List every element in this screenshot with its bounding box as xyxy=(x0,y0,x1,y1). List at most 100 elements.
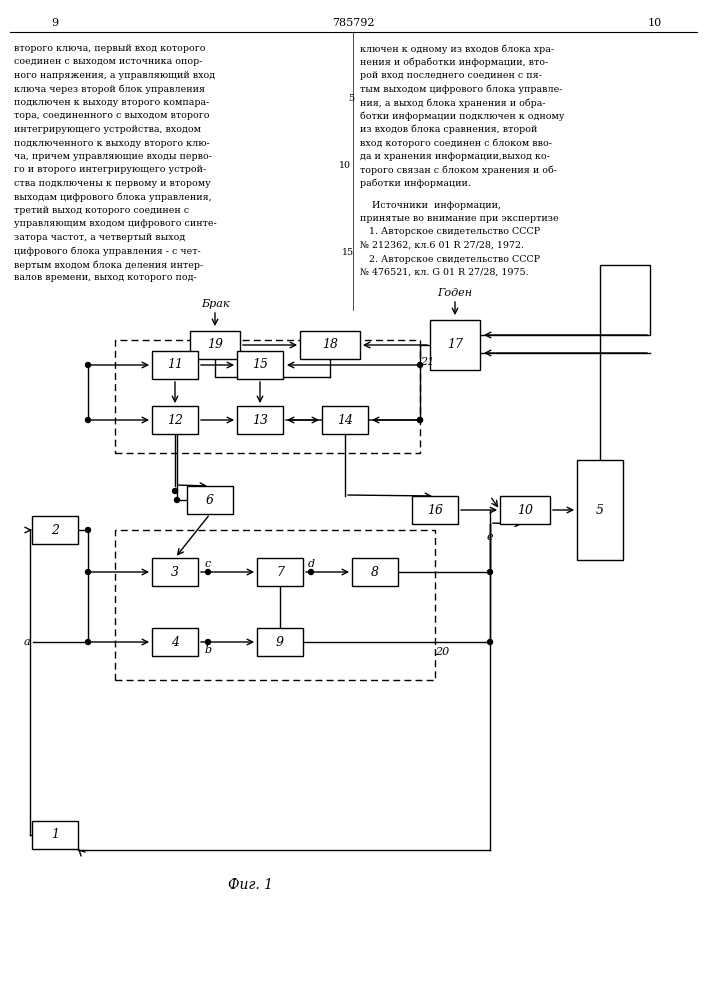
Text: ния, а выход блока хранения и обра-: ния, а выход блока хранения и обра- xyxy=(360,98,546,107)
Text: принятые во внимание при экспертизе: принятые во внимание при экспертизе xyxy=(360,214,559,223)
Text: цифрового блока управления - с чет-: цифрового блока управления - с чет- xyxy=(14,246,201,256)
Text: рой вход последнего соединен с пя-: рой вход последнего соединен с пя- xyxy=(360,71,542,80)
Text: Брак: Брак xyxy=(201,299,229,309)
Text: ного напряжения, а управляющий вход: ного напряжения, а управляющий вход xyxy=(14,71,215,80)
Bar xyxy=(237,406,283,434)
Text: управляющим входом цифрового синте-: управляющим входом цифрового синте- xyxy=(14,220,217,229)
Text: Источники  информации,: Источники информации, xyxy=(360,200,501,210)
Text: тора, соединенного с выходом второго: тора, соединенного с выходом второго xyxy=(14,111,209,120)
Text: ключен к одному из входов блока хра-: ключен к одному из входов блока хра- xyxy=(360,44,554,53)
Circle shape xyxy=(418,418,423,422)
Text: 16: 16 xyxy=(427,504,443,516)
Text: 2. Авторское свидетельство СССР: 2. Авторское свидетельство СССР xyxy=(360,254,540,263)
Bar xyxy=(152,406,198,434)
Bar xyxy=(237,351,283,379)
Text: вертым входом блока деления интер-: вертым входом блока деления интер- xyxy=(14,260,203,269)
Text: работки информации.: работки информации. xyxy=(360,179,471,188)
Circle shape xyxy=(86,640,90,645)
Bar xyxy=(300,331,360,359)
Text: 3: 3 xyxy=(171,566,179,578)
Text: 2: 2 xyxy=(51,524,59,536)
Text: 10: 10 xyxy=(648,18,662,28)
Text: 1: 1 xyxy=(51,828,59,842)
Text: 785792: 785792 xyxy=(332,18,374,28)
Text: 4: 4 xyxy=(171,636,179,648)
Bar xyxy=(257,628,303,656)
Circle shape xyxy=(308,570,313,574)
Bar xyxy=(152,558,198,586)
Circle shape xyxy=(488,570,493,574)
Text: 17: 17 xyxy=(447,338,463,352)
Text: ботки информации подключен к одному: ботки информации подключен к одному xyxy=(360,111,564,121)
Circle shape xyxy=(86,418,90,422)
Text: валов времени, выход которого под-: валов времени, выход которого под- xyxy=(14,273,197,282)
Bar xyxy=(187,486,233,514)
Text: 9: 9 xyxy=(276,636,284,648)
Text: 9: 9 xyxy=(52,18,59,28)
Text: 15: 15 xyxy=(342,248,354,257)
Bar xyxy=(152,351,198,379)
Text: торого связан с блоком хранения и об-: торого связан с блоком хранения и об- xyxy=(360,165,557,175)
Text: ства подключены к первому и второму: ства подключены к первому и второму xyxy=(14,179,211,188)
Text: Годен: Годен xyxy=(438,288,472,298)
Bar xyxy=(412,496,458,524)
Bar xyxy=(257,558,303,586)
Text: тым выходом цифрового блока управле-: тым выходом цифрового блока управле- xyxy=(360,85,563,94)
Text: второго ключа, первый вход которого: второго ключа, первый вход которого xyxy=(14,44,206,53)
Text: 18: 18 xyxy=(322,338,338,352)
Bar xyxy=(32,516,78,544)
Text: 12: 12 xyxy=(167,414,183,426)
Circle shape xyxy=(86,570,90,574)
Bar xyxy=(32,821,78,849)
Text: да и хранения информации,выход ко-: да и хранения информации,выход ко- xyxy=(360,152,550,161)
Text: ключа через второй блок управления: ключа через второй блок управления xyxy=(14,85,205,94)
Text: Фиг. 1: Фиг. 1 xyxy=(228,878,272,892)
Text: e: e xyxy=(486,532,493,542)
Text: b: b xyxy=(204,645,211,655)
Bar xyxy=(152,628,198,656)
Bar xyxy=(115,340,420,453)
Text: d: d xyxy=(308,559,315,569)
Text: 13: 13 xyxy=(252,414,268,426)
Bar xyxy=(352,558,398,586)
Text: № 212362, кл.6 01 R 27/28, 1972.: № 212362, кл.6 01 R 27/28, 1972. xyxy=(360,241,524,250)
Circle shape xyxy=(175,497,180,502)
Text: подключенного к выходу второго клю-: подключенного к выходу второго клю- xyxy=(14,138,210,147)
Text: 20: 20 xyxy=(435,647,449,657)
Text: 19: 19 xyxy=(207,338,223,352)
Text: вход которого соединен с блоком вво-: вход которого соединен с блоком вво- xyxy=(360,138,552,148)
Bar xyxy=(430,320,480,370)
Text: 15: 15 xyxy=(252,359,268,371)
Text: 6: 6 xyxy=(206,493,214,506)
Circle shape xyxy=(488,640,493,645)
Text: выходам цифрового блока управления,: выходам цифрового блока управления, xyxy=(14,192,212,202)
Circle shape xyxy=(206,640,211,645)
Text: нения и обработки информации, вто-: нения и обработки информации, вто- xyxy=(360,57,548,67)
Text: подключен к выходу второго компара-: подключен к выходу второго компара- xyxy=(14,98,209,107)
Text: 7: 7 xyxy=(276,566,284,578)
Bar xyxy=(322,406,368,434)
Text: 11: 11 xyxy=(167,359,183,371)
Bar xyxy=(190,331,240,359)
Text: из входов блока сравнения, второй: из входов блока сравнения, второй xyxy=(360,125,537,134)
Text: 14: 14 xyxy=(337,414,353,426)
Text: c: c xyxy=(205,559,211,569)
Circle shape xyxy=(206,570,211,574)
Text: 8: 8 xyxy=(371,566,379,578)
Text: третий выход которого соединен с: третий выход которого соединен с xyxy=(14,206,189,215)
Text: № 476521, кл. G 01 R 27/28, 1975.: № 476521, кл. G 01 R 27/28, 1975. xyxy=(360,268,529,277)
Text: соединен с выходом источника опор-: соединен с выходом источника опор- xyxy=(14,57,202,66)
Circle shape xyxy=(418,362,423,367)
Circle shape xyxy=(86,528,90,532)
Text: 5: 5 xyxy=(348,94,354,103)
Bar xyxy=(115,530,435,680)
Text: затора частот, а четвертый выход: затора частот, а четвертый выход xyxy=(14,233,185,242)
Text: ча, причем управляющие входы перво-: ча, причем управляющие входы перво- xyxy=(14,152,212,161)
Text: a: a xyxy=(23,637,30,647)
Text: 10: 10 xyxy=(517,504,533,516)
Circle shape xyxy=(173,488,177,493)
Text: 5: 5 xyxy=(596,504,604,516)
Bar xyxy=(500,496,550,524)
Text: 21: 21 xyxy=(420,357,434,367)
Text: 10: 10 xyxy=(339,161,351,170)
